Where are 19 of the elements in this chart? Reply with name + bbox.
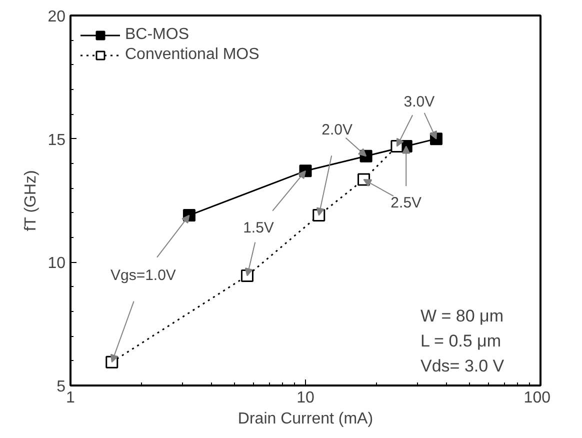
- annotation: W = 80 μm: [420, 306, 504, 326]
- y-tick-label: 5: [56, 378, 66, 396]
- annotation: 1.5V: [243, 219, 274, 236]
- annotation: Vgs=1.0V: [110, 266, 176, 284]
- annotation: 2.5V: [390, 194, 422, 212]
- annotation: L = 0.5 μm: [420, 332, 502, 350]
- x-tick-label: 10: [296, 390, 314, 406]
- x-axis-title: Drain Current (mA): [238, 410, 374, 428]
- x-tick-label: 100: [524, 390, 551, 406]
- y-tick-label: 20: [48, 8, 66, 26]
- y-axis-title: fT (GHz): [22, 170, 40, 232]
- x-tick-label: 1: [66, 390, 76, 406]
- annotation: 2.0V: [322, 122, 352, 139]
- y-tick-label: 15: [48, 132, 66, 149]
- y-tick-label: 10: [48, 255, 66, 272]
- legend-label: BC-MOS: [125, 26, 189, 44]
- annotation: Vds= 3.0 V: [420, 356, 505, 376]
- legend-label: Conventional MOS: [125, 46, 260, 64]
- annotation: 3.0V: [404, 93, 435, 110]
